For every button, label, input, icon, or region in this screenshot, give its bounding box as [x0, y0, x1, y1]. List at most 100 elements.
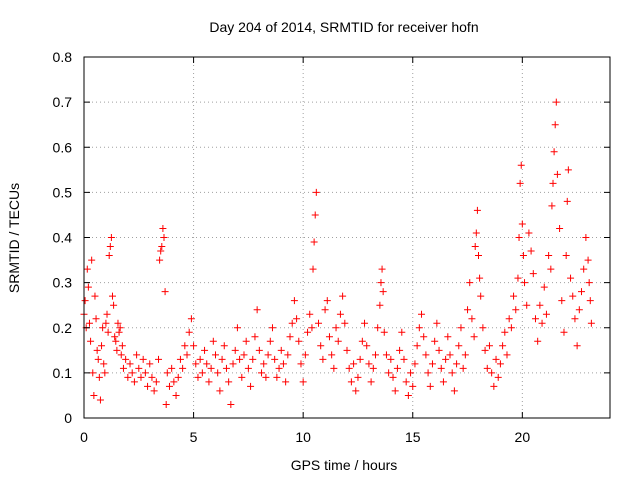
data-point [207, 364, 215, 372]
data-point [284, 351, 292, 359]
y-tick-label: 0.7 [53, 94, 73, 110]
data-point [336, 310, 344, 318]
data-point [525, 229, 533, 237]
data-point [244, 364, 252, 372]
data-point [111, 333, 119, 341]
data-point [170, 378, 178, 386]
data-point [105, 252, 113, 260]
data-point [558, 297, 566, 305]
data-point [457, 324, 465, 332]
data-point [96, 396, 104, 404]
data-point [133, 351, 141, 359]
x-tick-label: 15 [405, 429, 421, 445]
data-point [505, 315, 513, 323]
data-point [396, 346, 404, 354]
data-point [161, 288, 169, 296]
data-point [160, 234, 168, 241]
data-point [236, 355, 244, 363]
data-point [490, 382, 498, 390]
data-point [435, 346, 443, 354]
data-point [356, 355, 364, 363]
data-point [516, 179, 524, 187]
data-point [547, 265, 555, 273]
data-point [587, 319, 595, 327]
data-point [203, 360, 211, 368]
data-point [301, 351, 309, 359]
data-point [229, 360, 237, 368]
data-point [209, 337, 217, 345]
data-point [466, 279, 474, 287]
data-point [407, 369, 415, 377]
data-point [89, 369, 97, 377]
data-point [371, 351, 379, 359]
data-point [98, 342, 106, 350]
data-point [247, 382, 255, 390]
data-point [398, 328, 406, 336]
data-point [382, 351, 390, 359]
data-point [459, 364, 467, 372]
data-point [317, 342, 325, 350]
data-point [404, 391, 412, 399]
data-point [106, 243, 114, 251]
data-point [545, 252, 553, 260]
data-point [277, 346, 285, 354]
data-point [101, 369, 109, 377]
data-point [424, 369, 432, 377]
data-point [328, 351, 336, 359]
data-point [103, 310, 111, 318]
data-point [297, 360, 305, 368]
data-point [492, 355, 500, 363]
data-point [345, 364, 353, 372]
data-point [564, 166, 572, 174]
data-point [114, 319, 122, 327]
data-point [488, 369, 496, 377]
data-point [569, 292, 577, 300]
data-point [402, 378, 410, 386]
data-point [551, 121, 559, 129]
data-point [475, 252, 482, 260]
data-point [446, 351, 454, 359]
data-point [442, 355, 450, 363]
data-point [325, 333, 333, 341]
data-point [159, 224, 167, 232]
data-point [240, 351, 248, 359]
data-point [400, 355, 408, 363]
x-tick-label: 10 [295, 429, 311, 445]
data-point [279, 360, 287, 368]
data-point [198, 369, 206, 377]
data-point [485, 342, 493, 350]
data-point [110, 301, 118, 309]
data-point [567, 274, 575, 282]
data-point [220, 342, 228, 350]
data-point [453, 360, 461, 368]
data-point [126, 360, 134, 368]
data-point [266, 337, 274, 345]
data-point [84, 283, 92, 291]
data-point [315, 319, 323, 327]
data-point [90, 391, 98, 399]
data-point [464, 306, 472, 314]
data-point [310, 238, 318, 246]
data-point [473, 206, 481, 214]
data-point [531, 315, 539, 323]
data-point [354, 373, 362, 381]
data-point [519, 252, 527, 260]
data-point [556, 224, 564, 232]
data-point [192, 360, 200, 368]
data-point [437, 364, 445, 372]
data-point [332, 324, 340, 332]
data-point [165, 382, 173, 390]
data-point [507, 324, 515, 332]
data-point [389, 373, 397, 381]
data-point [580, 265, 588, 273]
data-point [510, 292, 518, 300]
data-point [95, 373, 103, 381]
data-point [242, 337, 250, 345]
data-point [253, 306, 261, 314]
data-point [586, 297, 594, 305]
data-point [560, 328, 568, 336]
data-point [374, 324, 382, 332]
data-point [262, 373, 270, 381]
